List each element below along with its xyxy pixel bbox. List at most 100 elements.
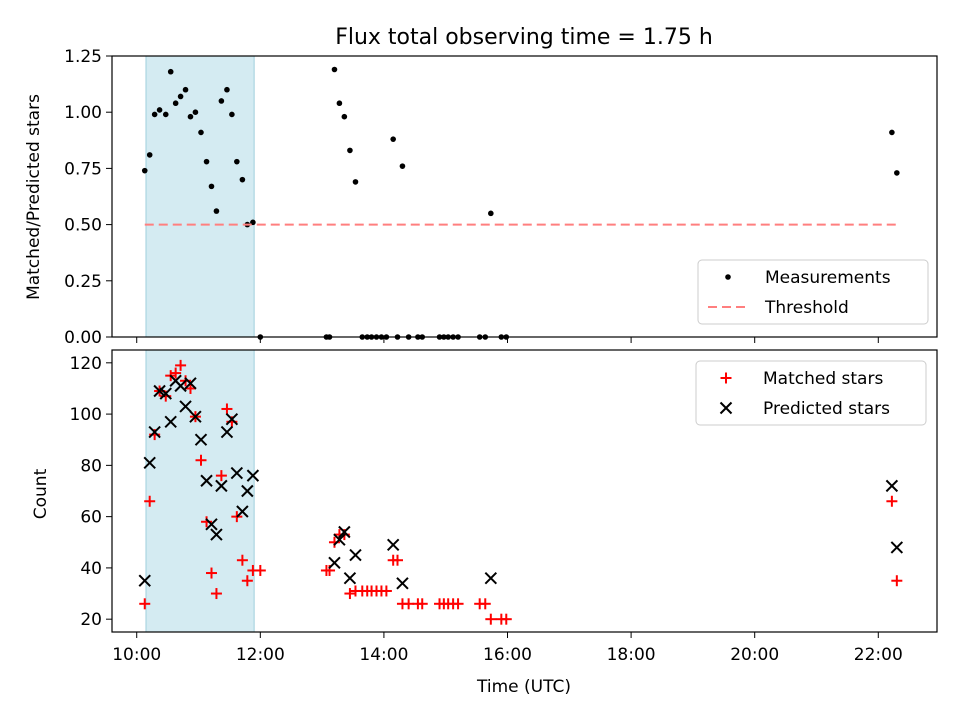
predicted-star-point bbox=[338, 525, 351, 539]
measurement-point bbox=[352, 179, 359, 185]
x-tick-label: 18:00 bbox=[607, 645, 656, 665]
top-y-tick-label: 1.00 bbox=[64, 103, 102, 123]
matched-star-point bbox=[139, 598, 151, 610]
predicted-star-point bbox=[241, 484, 254, 498]
top-shaded-span bbox=[145, 56, 255, 337]
matched-star-point bbox=[144, 495, 156, 507]
measurement-point bbox=[399, 163, 406, 169]
top-y-tick-label: 0.50 bbox=[64, 216, 102, 236]
bottom-axes-frame bbox=[111, 349, 938, 633]
measurement-point bbox=[203, 158, 210, 165]
matched-star-point bbox=[221, 403, 233, 415]
matched-star-point bbox=[254, 564, 266, 576]
measurement-point bbox=[229, 111, 235, 118]
measurement-point bbox=[162, 111, 169, 118]
x-tick-label: 20:00 bbox=[730, 645, 779, 665]
matched-star-point bbox=[236, 554, 248, 566]
predicted-star-point bbox=[230, 466, 244, 480]
predicted-star-point bbox=[143, 456, 156, 470]
measurement-point bbox=[336, 100, 343, 107]
predicted-star-point bbox=[246, 469, 260, 482]
bottom-panel: Count Time (UTC) 20 40 60 80 100 120 10:00 12:0… bbox=[31, 349, 938, 697]
top-axes-frame bbox=[111, 55, 938, 338]
measurement-point bbox=[347, 147, 353, 154]
matched-star-point bbox=[452, 598, 464, 610]
measurement-point bbox=[224, 86, 230, 93]
predicted-stars-legend-handle bbox=[719, 401, 733, 415]
measurement-point bbox=[146, 152, 153, 158]
x-tick-label: 14:00 bbox=[359, 645, 408, 665]
predicted-star-point bbox=[215, 479, 228, 493]
top-y-tick-label: 0.75 bbox=[64, 159, 102, 179]
predicted-star-point bbox=[349, 548, 362, 562]
predicted-star-point bbox=[220, 425, 234, 439]
measurement-point bbox=[182, 86, 189, 93]
measurement-point bbox=[894, 170, 900, 176]
matched-star-point bbox=[403, 598, 415, 610]
measurement-point bbox=[192, 109, 199, 115]
measurement-point bbox=[177, 93, 184, 100]
matched-star-point bbox=[886, 495, 898, 507]
measurement-point bbox=[167, 68, 174, 75]
matched-star-point bbox=[344, 588, 356, 600]
predicted-star-point bbox=[184, 377, 197, 390]
bottom-legend-box bbox=[695, 360, 927, 426]
predicted-star-point bbox=[236, 505, 249, 518]
predicted-star-point bbox=[174, 379, 187, 393]
matched-star-point bbox=[500, 613, 512, 625]
predicted-star-point bbox=[179, 400, 192, 413]
matched-star-point bbox=[205, 567, 217, 579]
predicted-star-point bbox=[189, 410, 202, 423]
measurement-point bbox=[156, 107, 163, 113]
predicted-star-point bbox=[205, 518, 218, 531]
predicted-star-point bbox=[386, 538, 400, 552]
top-legend-label: Threshold bbox=[764, 298, 849, 318]
measurement-point bbox=[341, 113, 348, 120]
matched-star-point bbox=[416, 598, 428, 610]
matched-star-point bbox=[380, 585, 392, 597]
bottom-legend-label: Matched stars bbox=[763, 369, 883, 389]
matched-star-point bbox=[891, 575, 903, 587]
predicted-star-point bbox=[210, 528, 223, 541]
top-y-axis-label: Matched/Predicted stars bbox=[24, 94, 44, 300]
x-tick-label: 10:00 bbox=[112, 645, 161, 665]
top-y-tick-label: 0.25 bbox=[64, 272, 102, 292]
bottom-y-axis-label: Count bbox=[31, 468, 51, 519]
bottom-y-tick-label: 100 bbox=[70, 405, 102, 425]
x-axis-label: Time (UTC) bbox=[476, 677, 571, 697]
bottom-y-tick-label: 120 bbox=[70, 354, 102, 374]
predicted-star-point bbox=[200, 474, 213, 487]
top-y-tick-label: 1.25 bbox=[64, 47, 102, 67]
measurement-point bbox=[239, 176, 246, 183]
predicted-star-point bbox=[484, 571, 498, 585]
measurement-point bbox=[488, 210, 494, 217]
matched-star-point bbox=[175, 359, 187, 371]
predicted-star-point bbox=[138, 574, 151, 587]
predicted-star-point bbox=[885, 479, 899, 493]
measurement-point bbox=[208, 183, 215, 190]
matched-star-point bbox=[210, 588, 222, 600]
measurement-point bbox=[331, 66, 338, 73]
predicted-star-point bbox=[225, 413, 239, 426]
bottom-y-tick-label: 40 bbox=[80, 559, 102, 579]
predicted-star-point bbox=[164, 415, 177, 428]
x-tick-label: 12:00 bbox=[236, 645, 285, 665]
measurements-legend-handle bbox=[725, 274, 731, 280]
bottom-y-tick-label: 80 bbox=[80, 456, 102, 476]
matched-star-point bbox=[241, 575, 253, 587]
bottom-y-tick-label: 60 bbox=[80, 508, 102, 528]
bottom-y-tick-label: 20 bbox=[80, 610, 102, 630]
predicted-star-point bbox=[333, 533, 346, 546]
measurement-point bbox=[198, 129, 204, 136]
bottom-legend-label: Predicted stars bbox=[763, 399, 890, 419]
matched-star-point bbox=[479, 598, 491, 610]
chart-title: Flux total observing time = 1.75 h bbox=[335, 25, 713, 50]
matched-star-point bbox=[195, 454, 207, 466]
predicted-star-point bbox=[343, 571, 357, 585]
measurement-point bbox=[889, 129, 895, 136]
matched-stars-legend-handle bbox=[720, 372, 732, 384]
matched-star-point bbox=[215, 470, 227, 482]
predicted-star-point bbox=[159, 387, 172, 400]
